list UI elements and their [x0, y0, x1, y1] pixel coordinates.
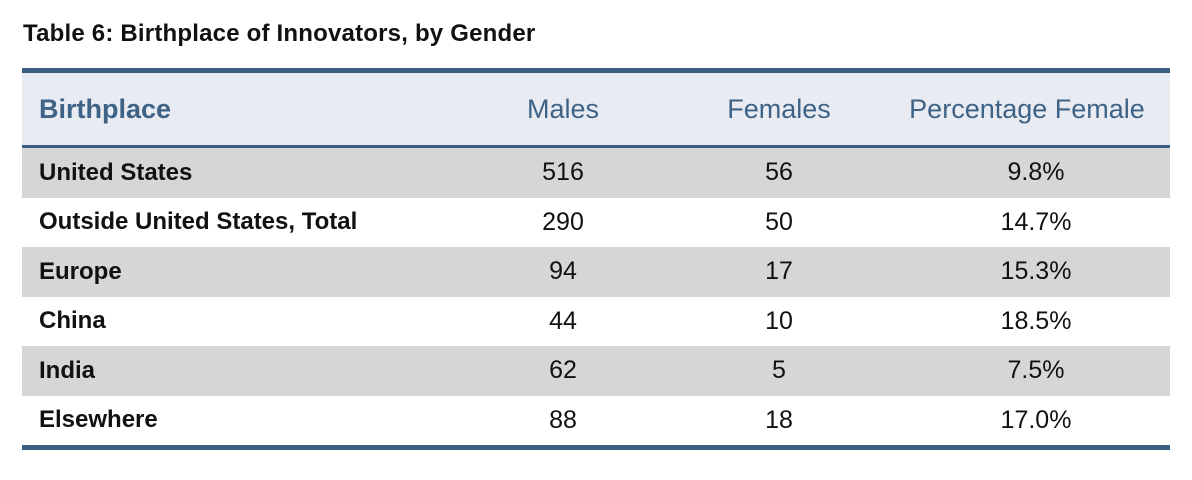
row-males: 44: [549, 306, 577, 335]
table-row: Elsewhere 88 18 17.0%: [22, 395, 1170, 445]
row-males: 94: [549, 257, 577, 286]
row-birthplace: China: [39, 307, 106, 335]
header-males: Males: [526, 93, 600, 124]
row-females: 17: [765, 257, 793, 286]
table-row: Outside United States, Total 290 50 14.7…: [22, 197, 1170, 247]
row-percentage-female: 7.5%: [1007, 356, 1065, 385]
row-females: 56: [765, 158, 793, 187]
row-males: 62: [549, 356, 577, 385]
row-females: 50: [765, 207, 793, 236]
row-birthplace: Outside United States, Total: [39, 208, 358, 236]
table-row: Europe 94 17 15.3%: [22, 247, 1170, 297]
header-birthplace: Birthplace: [39, 93, 172, 124]
table-row: India 62 5 7.5%: [22, 346, 1170, 396]
row-percentage-female: 14.7%: [1000, 207, 1072, 236]
table-top-rule: [22, 68, 1170, 73]
row-percentage-female: 15.3%: [1000, 257, 1072, 286]
row-females: 18: [765, 405, 793, 434]
row-percentage-female: 18.5%: [1000, 306, 1072, 335]
row-birthplace: Europe: [39, 257, 122, 285]
row-females: 10: [765, 306, 793, 335]
table-bottom-rule: [22, 445, 1170, 450]
row-males: 290: [542, 207, 584, 236]
birthplace-table: Birthplace Males Females Percentage Fema…: [22, 68, 1170, 450]
row-birthplace: Elsewhere: [39, 406, 158, 434]
table-row: United States 516 56 9.8%: [22, 148, 1170, 198]
row-males: 516: [542, 158, 584, 187]
table-row: China 44 10 18.5%: [22, 296, 1170, 346]
row-percentage-female: 9.8%: [1007, 158, 1065, 187]
row-birthplace: United States: [39, 158, 193, 186]
table-title: Table 6: Birthplace of Innovators, by Ge…: [23, 20, 536, 47]
row-birthplace: India: [39, 356, 96, 384]
row-females: 5: [772, 356, 786, 385]
header-percentage-female: Percentage Female: [909, 93, 1145, 124]
row-males: 88: [549, 405, 577, 434]
table-header-row: Birthplace Males Females Percentage Fema…: [22, 73, 1170, 148]
header-females: Females: [727, 93, 831, 124]
row-percentage-female: 17.0%: [1000, 405, 1072, 434]
